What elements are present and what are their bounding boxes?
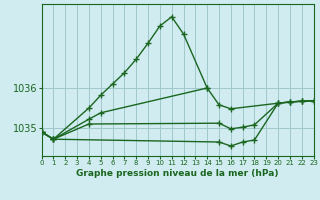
- X-axis label: Graphe pression niveau de la mer (hPa): Graphe pression niveau de la mer (hPa): [76, 169, 279, 178]
